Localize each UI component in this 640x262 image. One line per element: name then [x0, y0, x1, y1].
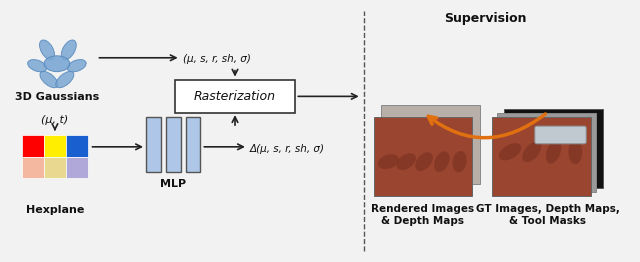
Text: Supervision: Supervision [444, 12, 527, 25]
Text: Δ(μ, s, r, sh, σ): Δ(μ, s, r, sh, σ) [250, 144, 325, 154]
Bar [44, 135, 66, 157]
Text: (μ, s, r, sh, σ): (μ, s, r, sh, σ) [182, 54, 250, 64]
Text: Hexplane: Hexplane [26, 205, 84, 215]
Ellipse shape [522, 141, 541, 162]
Bar [22, 135, 44, 157]
Text: GT Images, Depth Maps,
& Tool Masks: GT Images, Depth Maps, & Tool Masks [476, 204, 620, 226]
Text: Rasterization: Rasterization [194, 90, 276, 103]
Ellipse shape [415, 152, 433, 171]
Bar [186, 117, 200, 172]
Ellipse shape [28, 59, 47, 72]
Bar [374, 117, 472, 196]
Bar [381, 105, 481, 184]
Bar [492, 117, 591, 196]
Text: (μ, t): (μ, t) [42, 115, 68, 125]
Ellipse shape [568, 139, 582, 164]
Ellipse shape [61, 40, 76, 60]
FancyBboxPatch shape [535, 126, 586, 144]
Bar [146, 117, 161, 172]
FancyArrowPatch shape [428, 114, 545, 138]
Ellipse shape [67, 59, 86, 72]
Ellipse shape [40, 40, 54, 60]
Bar [22, 157, 44, 178]
Ellipse shape [434, 151, 449, 172]
Ellipse shape [56, 72, 74, 88]
Text: 3D Gaussians: 3D Gaussians [15, 92, 99, 102]
Bar [66, 135, 88, 157]
Bar [66, 157, 88, 178]
FancyBboxPatch shape [175, 80, 295, 113]
Ellipse shape [546, 140, 561, 164]
Ellipse shape [44, 56, 70, 72]
Bar [497, 113, 596, 192]
Text: MLP: MLP [160, 179, 186, 189]
Ellipse shape [452, 151, 467, 172]
Bar [504, 109, 603, 188]
Ellipse shape [40, 72, 58, 88]
Ellipse shape [396, 153, 416, 170]
Bar [44, 157, 66, 178]
Ellipse shape [378, 154, 399, 169]
Text: Rendered Images
& Depth Maps: Rendered Images & Depth Maps [371, 204, 474, 226]
Ellipse shape [499, 143, 522, 160]
Bar [166, 117, 180, 172]
